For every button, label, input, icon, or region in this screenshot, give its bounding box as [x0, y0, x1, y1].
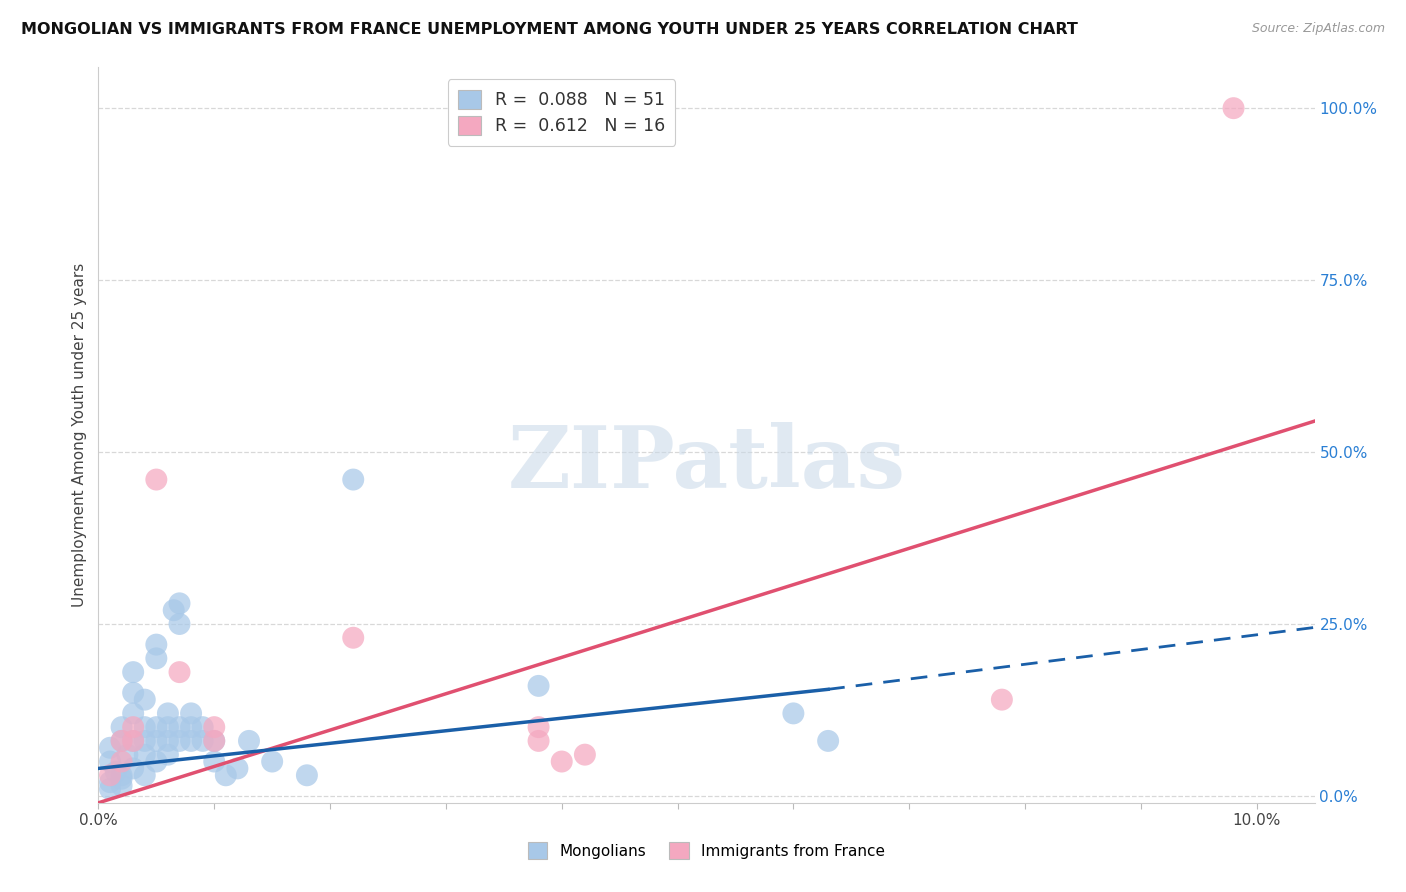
Point	[145, 638, 167, 652]
Point	[1222, 101, 1244, 115]
Point	[180, 734, 202, 748]
Point	[163, 603, 186, 617]
Point	[342, 631, 364, 645]
Point	[262, 755, 284, 769]
Point	[991, 692, 1014, 706]
Point	[527, 679, 550, 693]
Point	[98, 740, 121, 755]
Point	[180, 720, 202, 734]
Point	[110, 734, 132, 748]
Point	[527, 720, 550, 734]
Point	[156, 734, 179, 748]
Legend: Mongolians, Immigrants from France: Mongolians, Immigrants from France	[522, 836, 891, 865]
Point	[169, 665, 191, 680]
Point	[122, 734, 145, 748]
Point	[180, 706, 202, 721]
Point	[110, 772, 132, 786]
Point	[238, 734, 260, 748]
Point	[226, 761, 249, 775]
Point	[110, 768, 132, 782]
Point	[134, 734, 156, 748]
Point	[117, 747, 139, 762]
Point	[122, 706, 145, 721]
Point	[169, 596, 191, 610]
Point	[145, 651, 167, 665]
Point	[202, 720, 225, 734]
Point	[145, 734, 167, 748]
Point	[551, 755, 574, 769]
Point	[215, 768, 238, 782]
Point	[110, 755, 132, 769]
Point	[134, 720, 156, 734]
Point	[98, 768, 121, 782]
Point	[122, 734, 145, 748]
Point	[134, 692, 156, 706]
Point	[527, 734, 550, 748]
Point	[156, 706, 179, 721]
Point	[110, 779, 132, 793]
Point	[122, 720, 145, 734]
Point	[145, 473, 167, 487]
Point	[110, 734, 132, 748]
Text: Source: ZipAtlas.com: Source: ZipAtlas.com	[1251, 22, 1385, 36]
Text: MONGOLIAN VS IMMIGRANTS FROM FRANCE UNEMPLOYMENT AMONG YOUTH UNDER 25 YEARS CORR: MONGOLIAN VS IMMIGRANTS FROM FRANCE UNEM…	[21, 22, 1078, 37]
Point	[169, 617, 191, 632]
Y-axis label: Unemployment Among Youth under 25 years: Unemployment Among Youth under 25 years	[72, 263, 87, 607]
Point	[342, 473, 364, 487]
Point	[295, 768, 318, 782]
Point	[122, 665, 145, 680]
Point	[782, 706, 804, 721]
Point	[145, 755, 167, 769]
Point	[169, 720, 191, 734]
Point	[202, 755, 225, 769]
Point	[145, 720, 167, 734]
Point	[817, 734, 839, 748]
Point	[104, 764, 127, 779]
Point	[98, 782, 121, 797]
Point	[110, 720, 132, 734]
Point	[156, 720, 179, 734]
Point	[134, 747, 156, 762]
Point	[134, 768, 156, 782]
Point	[191, 734, 214, 748]
Point	[202, 734, 225, 748]
Point	[122, 686, 145, 700]
Point	[574, 747, 596, 762]
Point	[98, 775, 121, 789]
Point	[122, 761, 145, 775]
Point	[156, 747, 179, 762]
Point	[98, 755, 121, 769]
Point	[191, 720, 214, 734]
Point	[169, 734, 191, 748]
Point	[202, 734, 225, 748]
Text: ZIPatlas: ZIPatlas	[508, 422, 905, 507]
